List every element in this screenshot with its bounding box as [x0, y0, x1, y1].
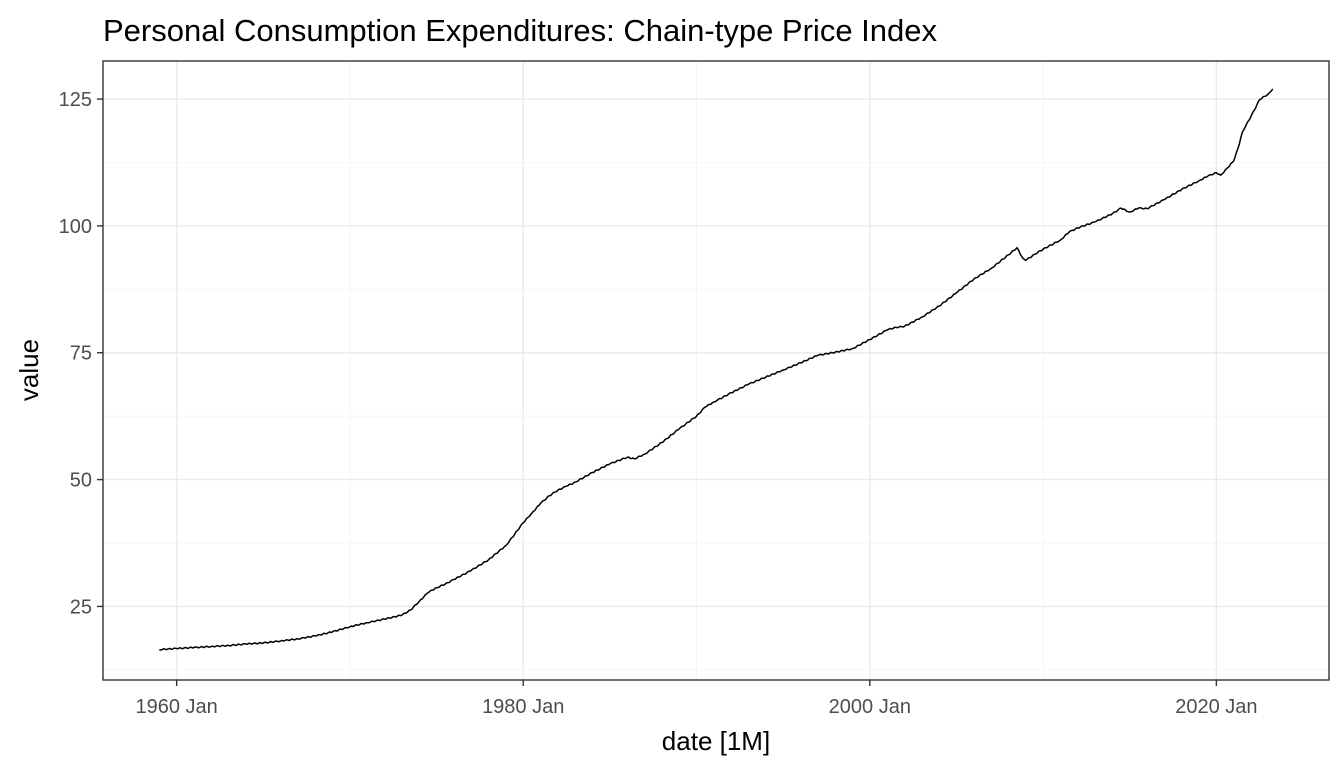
minor-gridlines [103, 61, 1329, 680]
y-axis: 25 50 75 100 125 [59, 89, 103, 618]
x-tick-label: 2020 Jan [1175, 696, 1257, 718]
x-tick-label: 1980 Jan [482, 696, 564, 718]
panel-border [102, 60, 1330, 681]
y-axis-title: value [14, 339, 44, 401]
y-tick-label: 50 [70, 470, 92, 492]
x-axis: 1960 Jan 1980 Jan 2000 Jan 2020 Jan [135, 680, 1258, 718]
y-tick-label: 100 [59, 216, 92, 238]
x-tick-label: 1960 Jan [135, 696, 217, 718]
y-tick-label: 75 [70, 343, 92, 365]
x-axis-title: date [1M] [662, 726, 770, 756]
x-tick-label: 2000 Jan [829, 696, 911, 718]
y-tick-label: 125 [59, 89, 92, 111]
pce-price-index-line [159, 88, 1274, 651]
y-tick-label: 25 [70, 596, 92, 618]
major-gridlines [103, 61, 1329, 680]
chart-title: Personal Consumption Expenditures: Chain… [103, 13, 938, 48]
